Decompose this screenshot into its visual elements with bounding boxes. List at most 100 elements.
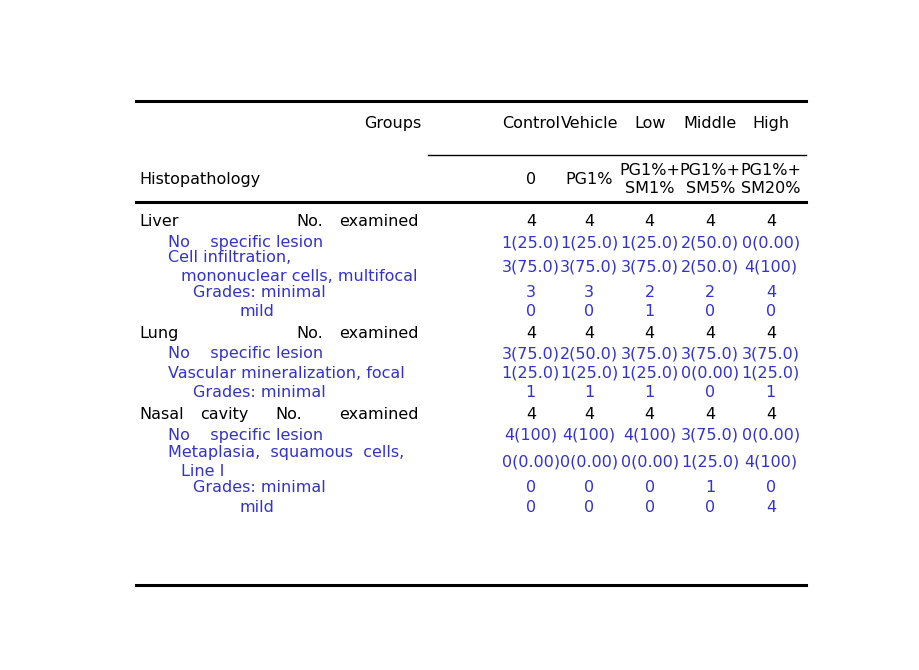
Text: 2(50.0): 2(50.0) [561, 346, 618, 361]
Text: 4: 4 [584, 326, 595, 340]
Text: 1: 1 [766, 385, 776, 400]
Text: 4(100): 4(100) [744, 260, 798, 275]
Text: 4: 4 [526, 407, 536, 422]
Text: Vehicle: Vehicle [561, 116, 618, 131]
Text: 4: 4 [766, 326, 776, 340]
Text: Vascular mineralization, focal: Vascular mineralization, focal [168, 366, 405, 381]
Text: 4(100): 4(100) [505, 428, 558, 443]
Text: 1(25.0): 1(25.0) [742, 366, 800, 381]
Text: 4: 4 [766, 285, 776, 300]
Text: 1(25.0): 1(25.0) [620, 366, 679, 381]
Text: 4: 4 [766, 214, 776, 228]
Text: 1: 1 [705, 480, 715, 495]
Text: Grades: minimal: Grades: minimal [193, 285, 326, 300]
Text: 0: 0 [705, 385, 715, 400]
Text: 4: 4 [766, 500, 776, 515]
Text: No.: No. [297, 214, 323, 228]
Text: Grades: minimal: Grades: minimal [193, 385, 326, 400]
Text: 1: 1 [584, 385, 595, 400]
Text: 0(0.00): 0(0.00) [620, 455, 679, 470]
Text: 0: 0 [584, 304, 595, 318]
Text: Low: Low [634, 116, 665, 131]
Text: 1: 1 [644, 385, 655, 400]
Text: No    specific lesion: No specific lesion [168, 346, 323, 361]
Text: 4: 4 [766, 407, 776, 422]
Text: 3(75.0): 3(75.0) [502, 260, 560, 275]
Text: examined: examined [339, 214, 419, 228]
Text: 4: 4 [705, 326, 715, 340]
Text: 1(25.0): 1(25.0) [502, 366, 560, 381]
Text: 4: 4 [645, 326, 655, 340]
Text: 4(100): 4(100) [744, 455, 798, 470]
Text: 0: 0 [645, 480, 655, 495]
Text: PG1%+
SM20%: PG1%+ SM20% [741, 163, 801, 196]
Text: 4: 4 [705, 214, 715, 228]
Text: 3: 3 [584, 285, 595, 300]
Text: 0: 0 [526, 480, 536, 495]
Text: 0(0.00): 0(0.00) [681, 366, 740, 381]
Text: Groups: Groups [364, 116, 421, 131]
Text: 3(75.0): 3(75.0) [681, 428, 739, 443]
Text: Lung: Lung [140, 326, 179, 340]
Text: 4: 4 [645, 214, 655, 228]
Text: 3(75.0): 3(75.0) [502, 346, 560, 361]
Text: PG1%+
SM5%: PG1%+ SM5% [680, 163, 741, 196]
Text: 1: 1 [644, 304, 655, 318]
Text: 0(0.00): 0(0.00) [742, 428, 800, 443]
Text: High: High [753, 116, 789, 131]
Text: Control: Control [502, 116, 560, 131]
Text: examined: examined [339, 326, 419, 340]
Text: 0: 0 [766, 304, 776, 318]
Text: 0: 0 [526, 304, 536, 318]
Text: Middle: Middle [684, 116, 737, 131]
Text: 4: 4 [526, 214, 536, 228]
Text: 1: 1 [526, 385, 536, 400]
Text: 0: 0 [766, 480, 776, 495]
Text: No.: No. [275, 407, 301, 422]
Text: mild: mild [240, 500, 275, 515]
Text: 0: 0 [584, 500, 595, 515]
Text: 0: 0 [705, 304, 715, 318]
Text: 1(25.0): 1(25.0) [560, 366, 618, 381]
Text: 1(25.0): 1(25.0) [502, 235, 560, 251]
Text: 2(50.0): 2(50.0) [681, 260, 740, 275]
Text: 0: 0 [584, 480, 595, 495]
Text: 0: 0 [526, 172, 536, 187]
Text: 0(0.00): 0(0.00) [742, 235, 800, 251]
Text: 3(75.0): 3(75.0) [620, 346, 679, 361]
Text: 3(75.0): 3(75.0) [620, 260, 679, 275]
Text: cavity: cavity [200, 407, 249, 422]
Text: 4: 4 [526, 326, 536, 340]
Text: Cell infiltration,: Cell infiltration, [168, 251, 291, 265]
Text: mononuclear cells, multifocal: mononuclear cells, multifocal [181, 269, 417, 284]
Text: 4(100): 4(100) [623, 428, 676, 443]
Text: 3: 3 [526, 285, 536, 300]
Text: No    specific lesion: No specific lesion [168, 235, 323, 251]
Text: 1(25.0): 1(25.0) [560, 235, 618, 251]
Text: 3(75.0): 3(75.0) [561, 260, 618, 275]
Text: 2: 2 [645, 285, 655, 300]
Text: No.: No. [297, 326, 323, 340]
Text: 4(100): 4(100) [562, 428, 616, 443]
Text: PG1%: PG1% [565, 172, 613, 187]
Text: 4: 4 [705, 407, 715, 422]
Text: 1(25.0): 1(25.0) [681, 455, 740, 470]
Text: 2(50.0): 2(50.0) [681, 235, 740, 251]
Text: PG1%+
SM1%: PG1%+ SM1% [619, 163, 680, 196]
Text: Line I: Line I [181, 464, 224, 479]
Text: 2: 2 [705, 285, 715, 300]
Text: No    specific lesion: No specific lesion [168, 428, 323, 443]
Text: 0: 0 [645, 500, 655, 515]
Text: 0(0.00): 0(0.00) [502, 455, 560, 470]
Text: 3(75.0): 3(75.0) [742, 346, 800, 361]
Text: 3(75.0): 3(75.0) [681, 346, 739, 361]
Text: Grades: minimal: Grades: minimal [193, 480, 326, 495]
Text: 0: 0 [526, 500, 536, 515]
Text: 1(25.0): 1(25.0) [620, 235, 679, 251]
Text: Histopathology: Histopathology [140, 172, 261, 187]
Text: 0: 0 [705, 500, 715, 515]
Text: Liver: Liver [140, 214, 179, 228]
Text: 4: 4 [584, 214, 595, 228]
Text: Metaplasia,  squamous  cells,: Metaplasia, squamous cells, [168, 446, 404, 460]
Text: 0(0.00): 0(0.00) [561, 455, 618, 470]
